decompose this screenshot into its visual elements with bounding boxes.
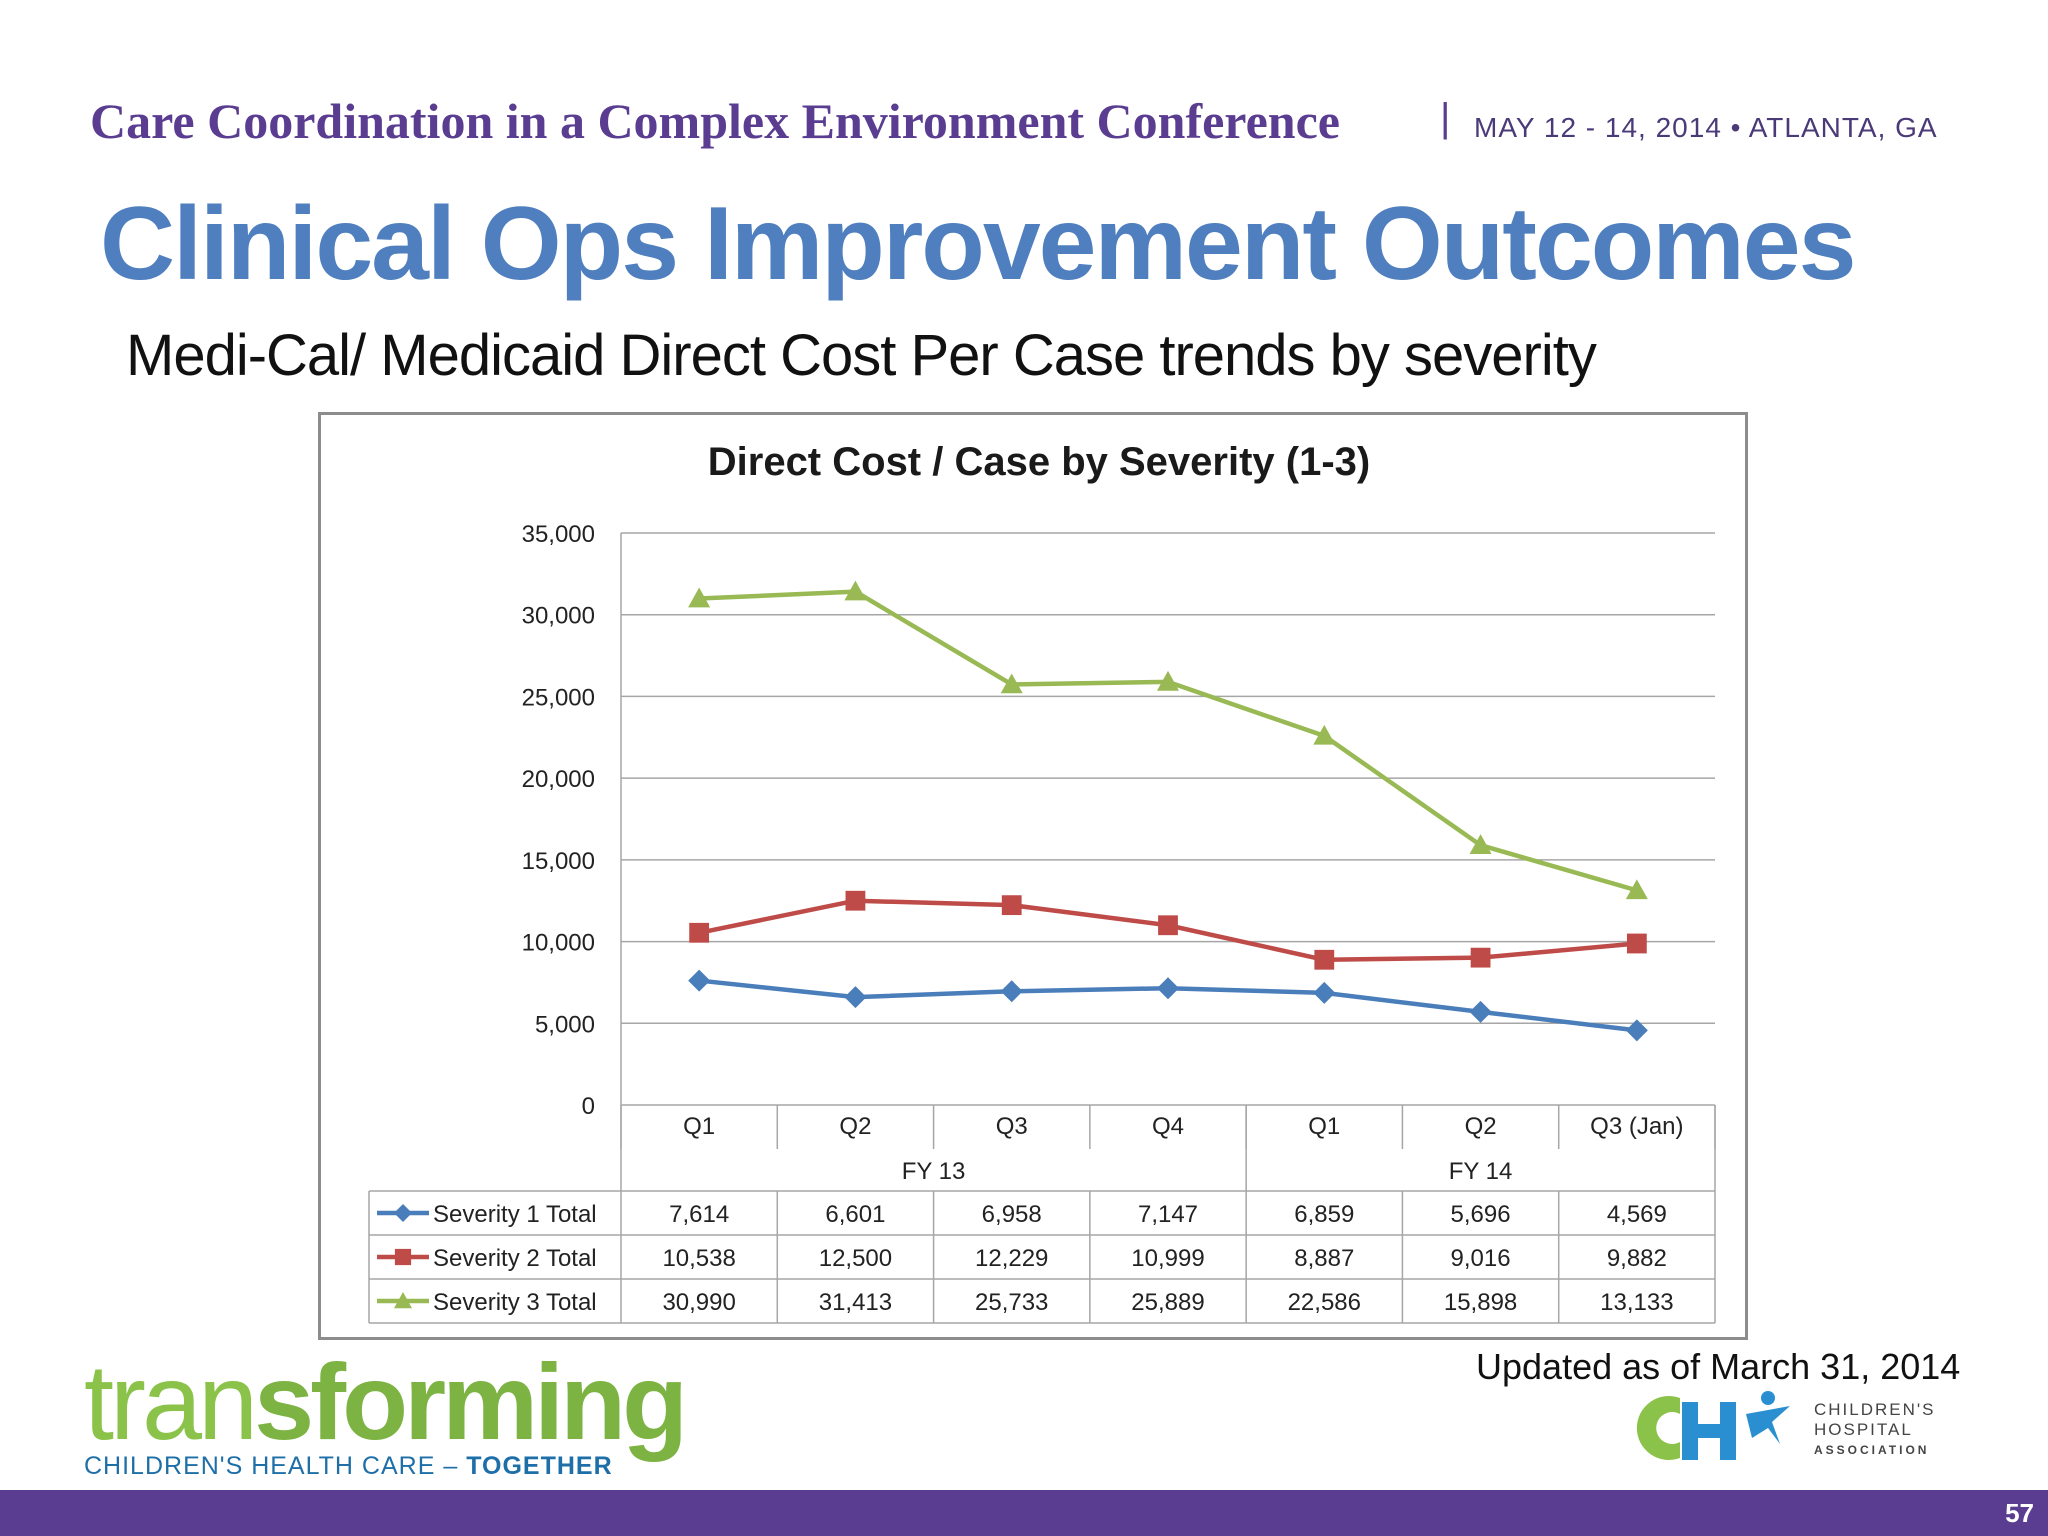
data-point [1313,724,1336,745]
data-point [689,922,710,943]
data-point [688,587,711,608]
data-point [1314,949,1335,970]
header-separator: | [1440,96,1451,140]
footer-bar: 57 [0,1490,2048,1536]
table-cell: 7,147 [1138,1201,1198,1228]
data-point [1313,981,1336,1004]
x-tick-label: Q1 [1308,1113,1340,1140]
data-point [1157,977,1179,1000]
logo-tagline: CHILDREN'S HEALTH CARE – TOGETHER [84,1452,684,1481]
slide-title: Clinical Ops Improvement Outcomes [100,186,1856,302]
y-tick-label: 15,000 [522,848,595,875]
table-cell: 5,696 [1451,1201,1511,1228]
table-cell: 31,413 [819,1289,892,1316]
legend-label: Severity 2 Total [433,1245,597,1272]
data-point [1626,933,1647,954]
table-cell: 22,586 [1288,1289,1361,1316]
data-point [844,986,867,1009]
x-group-label: FY 14 [1449,1158,1513,1185]
x-tick-label: Q3 [996,1113,1028,1140]
x-tick-label: Q3 (Jan) [1590,1113,1683,1140]
table-cell: 6,859 [1294,1201,1354,1228]
table-cell: 30,990 [662,1289,735,1316]
page-number: 57 [2005,1498,2034,1528]
data-point [1157,670,1179,691]
slide-subtitle: Medi-Cal/ Medicaid Direct Cost Per Case … [126,323,1597,388]
data-point [1625,879,1648,900]
conference-date-location: MAY 12 - 14, 2014 • ATLANTA, GA [1474,112,1938,143]
table-cell: 10,538 [662,1245,735,1272]
cha-line-1: CHILDREN'S [1814,1400,1936,1419]
legend-label: Severity 3 Total [433,1289,597,1316]
y-tick-label: 5,000 [535,1011,595,1038]
legend-label: Severity 1 Total [433,1201,597,1228]
table-cell: 25,733 [975,1289,1048,1316]
legend-marker [394,1292,412,1309]
data-point [1001,895,1022,916]
chart-frame: Direct Cost / Case by Severity (1-3) 0 5,0… [318,412,1748,1340]
logo-tagline-bold: TOGETHER [466,1452,613,1480]
cha-line-3: ASSOCIATION [1814,1443,1930,1457]
logo-word-bold: sforming [254,1341,688,1462]
data-point [688,969,711,992]
data-point [1158,915,1178,936]
updated-note: Updated as of March 31, 2014 [1476,1346,1961,1387]
data-point [1469,1000,1492,1023]
data-point [845,890,866,911]
table-cell: 8,887 [1294,1245,1354,1272]
line-chart: Direct Cost / Case by Severity (1-3) 0 5,0… [368,440,1716,1324]
y-tick-label: 20,000 [522,766,595,793]
table-cell: 4,569 [1607,1201,1667,1228]
table-cell: 9,882 [1607,1245,1667,1272]
data-point [1625,1019,1648,1042]
x-tick-label: Q2 [839,1113,871,1140]
data-point [1000,673,1023,694]
conference-title: Care Coordination in a Complex Environme… [90,93,1340,149]
legend-marker [394,1248,412,1266]
legend-marker [394,1204,412,1222]
table-cell: 12,500 [819,1245,892,1272]
y-tick-label: 0 [582,1093,595,1120]
data-point [844,580,867,601]
table-cell: 7,614 [669,1201,729,1228]
table-cell: 13,133 [1600,1289,1673,1316]
logo-wordmark: transforming [84,1348,688,1456]
y-tick-label: 25,000 [522,684,595,711]
logo-tagline-text: CHILDREN'S HEALTH CARE – [84,1452,459,1480]
y-tick-label: 35,000 [522,521,595,548]
cha-logo-icon [1636,1391,1790,1460]
table-cell: 12,229 [975,1245,1048,1272]
table-cell: 9,016 [1451,1245,1511,1272]
table-cell: 6,601 [825,1201,885,1228]
table-cell: 10,999 [1131,1245,1204,1272]
cha-line-2: HOSPITAL [1814,1420,1913,1439]
series-line [699,589,1638,893]
x-group-label: FY 13 [902,1158,966,1185]
x-tick-label: Q4 [1152,1113,1184,1140]
cha-logo: CHILDREN'S HOSPITAL ASSOCIATION [1620,1388,1940,1468]
cha-logo-text: CHILDREN'S HOSPITAL ASSOCIATION [1814,1400,1936,1460]
logo-word-light: tran [84,1341,258,1462]
x-tick-label: Q2 [1465,1113,1497,1140]
transforming-logo: transforming CHILDREN'S HEALTH CARE – TO… [84,1348,688,1481]
y-tick-label: 30,000 [522,603,595,630]
data-point [1470,947,1491,968]
chart-title: Direct Cost / Case by Severity (1-3) [708,440,1370,484]
data-point [1469,834,1492,854]
x-tick-label: Q1 [683,1113,715,1140]
y-tick-label: 10,000 [522,930,595,957]
table-cell: 25,889 [1131,1289,1204,1316]
table-cell: 6,958 [982,1201,1042,1228]
data-point [1000,980,1023,1003]
table-cell: 15,898 [1444,1289,1517,1316]
